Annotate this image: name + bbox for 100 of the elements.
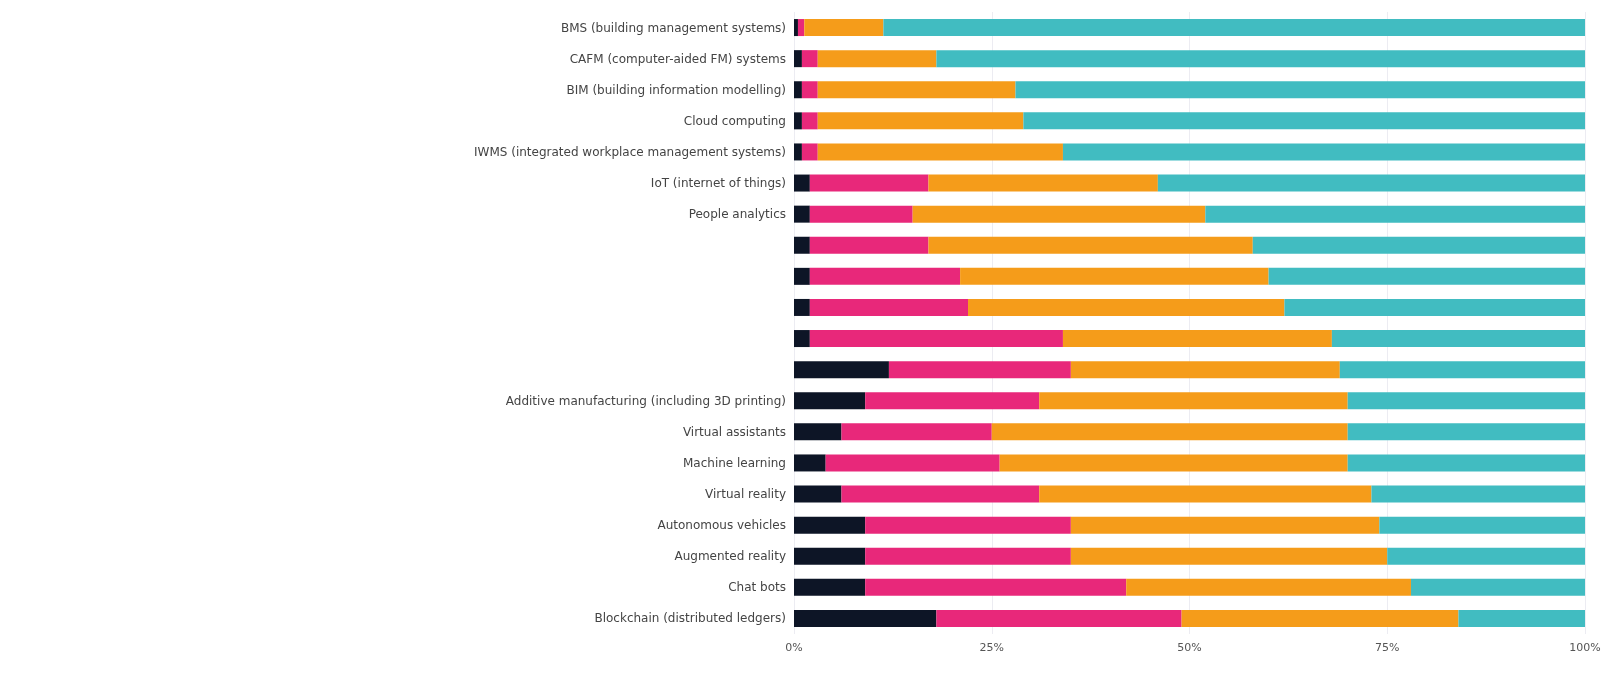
bar — [794, 236, 810, 254]
x-tick-label: 100% — [1569, 641, 1601, 654]
bar — [1410, 578, 1585, 596]
x-tick-label: 25% — [979, 641, 1004, 654]
bar — [1347, 423, 1585, 441]
x-tick-label: 75% — [1375, 641, 1400, 654]
bar — [888, 361, 1071, 379]
bar — [817, 143, 1063, 161]
bar — [809, 330, 1063, 348]
bar — [1339, 361, 1585, 379]
bar — [1070, 361, 1340, 379]
bar — [794, 143, 802, 161]
bar — [825, 454, 1000, 472]
y-tick-label: People analytics — [688, 207, 786, 222]
bar — [1157, 174, 1585, 192]
bar — [936, 609, 1182, 627]
bar — [1070, 547, 1388, 565]
bar — [991, 423, 1348, 441]
bar — [841, 423, 992, 441]
y-tick-label: Additive manufacturing (including 3D printing) — [505, 393, 786, 408]
bar — [1070, 516, 1380, 534]
bar — [936, 50, 1585, 68]
y-tick-label: Virtual reality — [705, 487, 786, 502]
bar — [801, 112, 818, 130]
bar — [968, 298, 1285, 316]
bar — [1039, 392, 1348, 410]
bar — [794, 112, 802, 130]
y-tick-label: Blockchain (distributed ledgers) — [594, 611, 786, 626]
bar — [1387, 547, 1585, 565]
bar — [1126, 578, 1411, 596]
bar — [1371, 485, 1585, 503]
bar — [809, 236, 929, 254]
bar — [1379, 516, 1585, 534]
bar — [794, 50, 802, 68]
bar — [1331, 330, 1585, 348]
y-tick-label: Augmented reality — [674, 549, 786, 564]
y-tick-label: IWMS (integrated workplace management systems) — [474, 144, 786, 159]
bar — [817, 81, 1016, 99]
y-tick-label: Autonomous vehicles — [657, 518, 786, 533]
y-tick-label: BIM (building information modelling) — [566, 82, 786, 97]
bar — [817, 50, 937, 68]
y-tick-label: CAFM (computer-aided FM) systems — [569, 51, 786, 66]
bar — [1347, 454, 1585, 472]
bar — [1023, 112, 1585, 130]
bar — [1458, 609, 1585, 627]
bar — [1347, 392, 1585, 410]
bar — [865, 547, 1071, 565]
bar — [794, 454, 826, 472]
bar — [794, 547, 866, 565]
y-tick-label: Virtual assistants — [682, 424, 786, 439]
bar — [794, 516, 866, 534]
x-tick-label: 50% — [1177, 641, 1202, 654]
bar — [801, 81, 818, 99]
bar — [794, 298, 810, 316]
bar — [794, 174, 810, 192]
y-tick-label: Cloud computing — [683, 113, 786, 128]
bar — [928, 174, 1158, 192]
bar — [794, 392, 866, 410]
bar — [794, 423, 842, 441]
bar — [794, 578, 866, 596]
bar — [865, 392, 1040, 410]
bar — [801, 143, 818, 161]
bar — [794, 485, 842, 503]
bar — [809, 298, 969, 316]
bar — [1268, 267, 1585, 285]
bar — [1039, 485, 1372, 503]
bar — [1205, 205, 1585, 223]
bar — [865, 578, 1127, 596]
bar — [794, 330, 810, 348]
y-tick-label: BMS (building management systems) — [560, 20, 786, 35]
y-tick-label: IoT (internet of things) — [650, 176, 786, 191]
bar — [960, 267, 1269, 285]
bar — [1181, 609, 1459, 627]
bar — [883, 19, 1585, 37]
bar — [1284, 298, 1585, 316]
bar — [804, 19, 884, 37]
bar — [999, 454, 1348, 472]
bar — [801, 50, 818, 68]
y-tick-label: Chat bots — [728, 580, 786, 595]
bar — [1252, 236, 1585, 254]
x-tick-label: 0% — [785, 641, 803, 654]
bar — [809, 205, 913, 223]
bar — [817, 112, 1024, 130]
bar — [841, 485, 1040, 503]
bar — [794, 205, 810, 223]
bar — [797, 19, 805, 37]
bar — [865, 516, 1071, 534]
bar — [809, 267, 961, 285]
bar — [794, 81, 802, 99]
y-tick-label: Machine learning — [682, 455, 786, 470]
bar — [912, 205, 1206, 223]
bar — [809, 174, 929, 192]
bar — [1062, 330, 1332, 348]
bar — [1062, 143, 1585, 161]
bar — [794, 361, 889, 379]
bar — [794, 19, 798, 37]
bar — [794, 267, 810, 285]
bar — [794, 609, 937, 627]
bar — [928, 236, 1253, 254]
bar — [1015, 81, 1585, 99]
